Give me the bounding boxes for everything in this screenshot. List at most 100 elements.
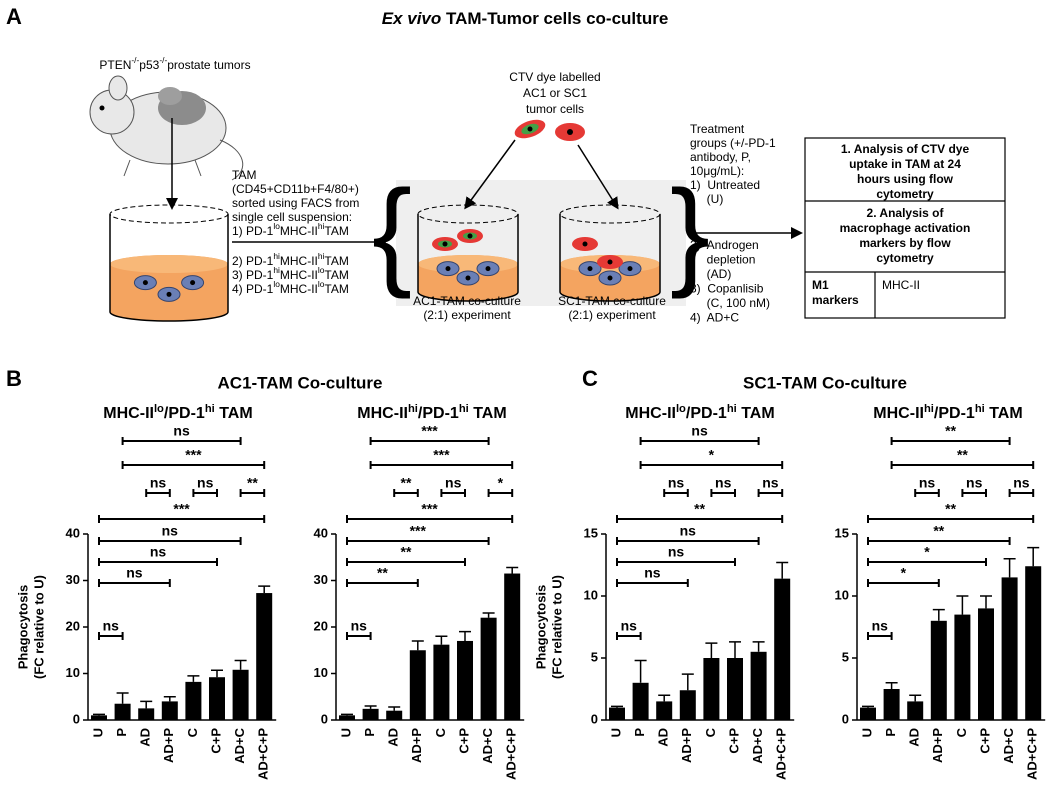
significance-label: ns	[762, 475, 779, 491]
treatment-text: 1) Untreated	[690, 178, 760, 192]
sort-text: sorted using FACS from	[232, 196, 359, 210]
y-tick-label: 30	[66, 572, 80, 587]
bar	[504, 573, 521, 720]
significance-bracket	[346, 632, 372, 640]
nucleus	[627, 266, 633, 272]
treatment-text: (C, 100 nM)	[690, 296, 770, 310]
tam-group: 3) PD-1hiMHC-IIloTAM	[232, 265, 349, 282]
bar	[386, 710, 403, 720]
well-rim	[417, 204, 519, 224]
analysis-text: 1. Analysis of CTV dye	[841, 142, 970, 156]
x-tick-label: AD	[907, 728, 922, 747]
y-tick-label: 40	[66, 525, 80, 540]
chart-title-part: hi	[727, 403, 737, 415]
significance-bracket	[867, 579, 940, 587]
nucleus	[607, 275, 613, 281]
chart-title-part: hi	[924, 403, 934, 415]
y-tick-label: 20	[314, 618, 328, 633]
bar	[954, 614, 971, 720]
x-tick-label: AD	[386, 728, 401, 747]
well-medium-top	[110, 255, 228, 273]
bar	[883, 689, 900, 720]
arrow	[464, 139, 516, 210]
significance-bracket	[98, 558, 218, 566]
error-bar	[1003, 558, 1016, 578]
significance-label: *	[924, 544, 930, 560]
well-wall	[559, 214, 661, 302]
marker-type: M1	[812, 278, 829, 292]
tam-group-part: 2) PD-1	[232, 254, 274, 268]
significance-label: ns	[173, 423, 190, 439]
significance-label: ***	[410, 523, 427, 539]
significance-bracket	[369, 461, 514, 469]
error-bar	[411, 640, 424, 651]
significance-bracket	[346, 537, 490, 545]
x-tick-label: U	[90, 728, 105, 737]
chart-title-part: MHC-II	[357, 405, 408, 422]
error-bar	[211, 669, 223, 678]
error-bar	[705, 642, 718, 658]
significance-bracket	[639, 437, 760, 445]
culture-well	[109, 204, 229, 322]
error-bar	[163, 696, 176, 702]
x-tick-label: C	[954, 727, 969, 737]
marker-name: MHC-II	[882, 278, 920, 292]
significance-label: ns	[668, 544, 685, 560]
bar	[978, 608, 994, 720]
significance-bracket	[239, 489, 266, 497]
tam-group-part: lo	[318, 265, 325, 275]
tumor-label-part: PTEN	[99, 58, 131, 72]
nucleus	[465, 275, 471, 281]
tam-group: 2) PD-1hiMHC-IIhiTAM	[232, 251, 349, 268]
significance-label: ns	[644, 565, 661, 581]
error-bar	[752, 641, 765, 652]
tam-group-part: hi	[273, 265, 280, 275]
x-tick-label: U	[338, 728, 353, 737]
tumor-label-part: p53	[139, 58, 159, 72]
treatment-text: (U)	[690, 192, 723, 206]
error-bar	[234, 659, 247, 670]
significance-bracket	[616, 632, 642, 640]
significance-label: ns	[919, 475, 936, 491]
tam-group-part: TAM	[324, 282, 348, 296]
y-tick-label: 5	[842, 649, 849, 664]
significance-label: ns	[691, 423, 708, 439]
significance-bracket	[98, 515, 266, 523]
significance-label: *	[709, 447, 715, 463]
significance-label: ns	[872, 618, 889, 634]
chart-title-part: TAM	[737, 405, 775, 422]
significance-bracket	[1008, 489, 1035, 497]
y-tick-label: 10	[314, 665, 328, 680]
bar	[632, 682, 649, 720]
marker-type: markers	[812, 293, 859, 307]
x-tick-label: C+P	[456, 728, 471, 754]
x-tick-label: C+P	[726, 728, 741, 754]
treatment-text: Treatment	[690, 122, 745, 136]
y-tick-label: 5	[591, 649, 598, 664]
panel-label: C	[582, 366, 598, 391]
significance-label: ***	[185, 447, 202, 463]
y-tick-label: 0	[842, 711, 849, 726]
error-bar	[658, 694, 671, 702]
significance-bracket	[145, 489, 171, 497]
bar	[185, 681, 202, 720]
x-tick-label: AD+C	[232, 727, 247, 763]
y-tick-label: 10	[66, 665, 80, 680]
chart-title-part: hi	[975, 403, 985, 415]
significance-bracket	[663, 489, 689, 497]
nucleus	[582, 241, 588, 247]
significance-bracket	[867, 632, 893, 640]
error-bar	[956, 595, 969, 615]
error-bar	[258, 585, 271, 594]
well-medium-top	[418, 255, 518, 273]
tumor-label: PTEN-/-p53-/-prostate tumors	[99, 55, 250, 72]
significance-label: **	[247, 475, 258, 491]
error-bar	[341, 713, 353, 716]
x-tick-label: P	[362, 728, 377, 737]
sort-text: single cell suspension:	[232, 210, 352, 224]
significance-label: ns	[150, 544, 167, 560]
error-bar	[776, 561, 789, 579]
treatment-text: 4) AD+C	[690, 311, 739, 325]
arrow	[577, 144, 619, 210]
